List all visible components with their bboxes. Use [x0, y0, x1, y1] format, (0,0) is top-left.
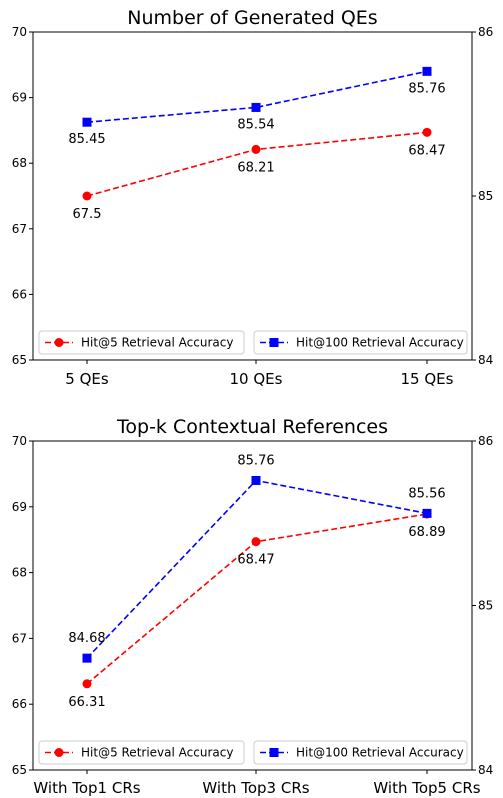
x-tick-label: With Top5 CRs [373, 779, 480, 797]
y-right-tick-label: 86 [478, 434, 493, 448]
y-right-tick-label: 84 [478, 763, 493, 777]
y-right-tick-label: 85 [478, 189, 493, 203]
data-label: 68.89 [408, 525, 445, 540]
x-tick-label: 15 QEs [401, 370, 454, 388]
data-point [82, 191, 92, 201]
y-left-tick-label: 69 [12, 91, 27, 105]
legend-box [38, 740, 245, 765]
y-left-tick-label: 67 [12, 631, 27, 645]
plot-frame [32, 31, 473, 361]
plot-frame [32, 440, 473, 771]
legend-entry: Hit@5 Retrieval Accuracy [38, 330, 245, 355]
x-tick-label: With Top1 CRs [33, 779, 140, 797]
x-tick-label: 5 QEs [65, 370, 109, 388]
data-point [251, 475, 261, 485]
data-label: 85.54 [237, 117, 274, 132]
chart-panel-2: Top-k Contextual References 65 66 67 68 69 70 8… [12, 416, 494, 797]
y-left-tick-label: 65 [12, 353, 27, 367]
legend-label: Hit@100 Retrieval Accuracy [296, 336, 464, 350]
series-line-2 [86, 70, 428, 123]
data-point [251, 537, 261, 547]
data-label: 68.21 [237, 160, 274, 175]
y-right-tick-label: 85 [478, 599, 493, 613]
y-left-tick-label: 67 [12, 222, 27, 236]
legend-box [38, 330, 245, 355]
data-label: 68.47 [237, 553, 274, 568]
legend-entry: Hit@100 Retrieval Accuracy [253, 330, 468, 355]
data-label: 85.45 [68, 132, 105, 147]
data-point [251, 144, 261, 154]
data-label: 84.68 [68, 631, 105, 646]
legend-entry: Hit@5 Retrieval Accuracy [38, 740, 245, 765]
data-label: 85.76 [237, 453, 274, 468]
data-label: 85.56 [408, 486, 445, 501]
y-left-tick-label: 69 [12, 500, 27, 514]
legend-marker [269, 748, 279, 757]
legend-marker [54, 748, 64, 757]
data-point [251, 102, 261, 112]
y-left-tick-label: 68 [12, 566, 27, 580]
chart-title: Number of Generated QEs [127, 7, 377, 29]
data-point [422, 66, 432, 76]
y-left-tick-label: 66 [12, 287, 27, 301]
legend-label: Hit@5 Retrieval Accuracy [81, 746, 233, 760]
data-point [82, 679, 92, 689]
legend-label: Hit@5 Retrieval Accuracy [81, 336, 233, 350]
y-left-tick-label: 66 [12, 697, 27, 711]
legend-box [253, 740, 468, 765]
x-tick-label: 10 QEs [230, 370, 283, 388]
data-point [82, 653, 92, 663]
x-tick-label: With Top3 CRs [202, 779, 309, 797]
y-right-tick-label: 86 [478, 25, 493, 39]
data-label: 67.5 [73, 207, 102, 222]
series-line-2 [86, 479, 428, 659]
data-label: 66.31 [68, 695, 105, 710]
data-label: 85.76 [408, 81, 445, 96]
chart-title: Top-k Contextual References [116, 416, 388, 438]
legend-marker [54, 338, 64, 347]
legend-label: Hit@100 Retrieval Accuracy [296, 746, 464, 760]
legend-box [253, 330, 468, 355]
y-left-tick-label: 65 [12, 763, 27, 777]
y-left-tick-label: 70 [12, 434, 27, 448]
data-label: 68.47 [408, 143, 445, 158]
legend-marker [269, 338, 279, 347]
y-left-tick-label: 70 [12, 25, 27, 39]
y-right-tick-label: 84 [478, 353, 493, 367]
y-left-tick-label: 68 [12, 156, 27, 170]
legend-entry: Hit@100 Retrieval Accuracy [253, 740, 468, 765]
data-point [422, 508, 432, 518]
data-point [422, 127, 432, 137]
data-point [82, 117, 92, 127]
chart-panel-1: Number of Generated QEs 65 66 67 68 69 70 84 85 8… [12, 7, 494, 388]
